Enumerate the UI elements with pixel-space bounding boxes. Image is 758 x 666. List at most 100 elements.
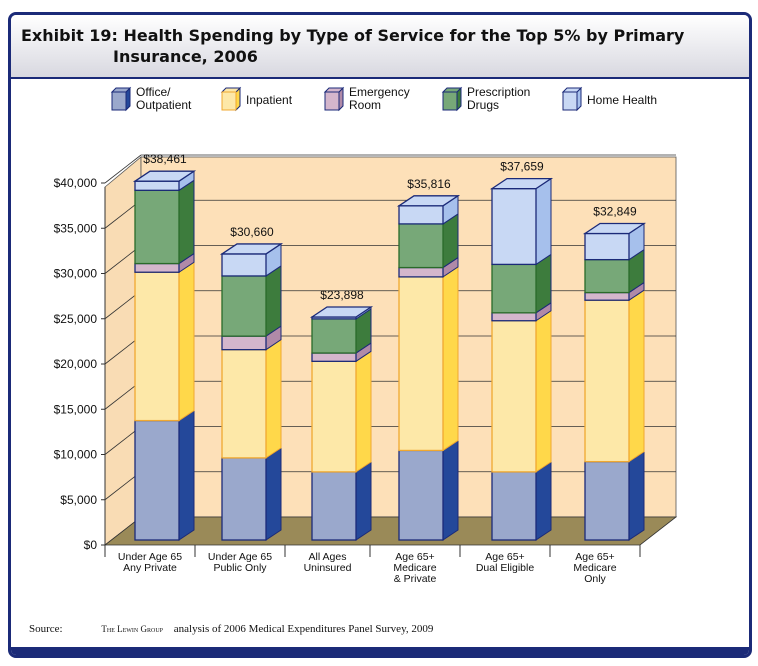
bar-side-1 <box>442 265 459 452</box>
legend-swatch-top <box>110 87 132 93</box>
bar-segment <box>398 223 444 269</box>
y-tick-label: $15,000 <box>54 402 98 416</box>
bar-segment <box>134 262 180 273</box>
bar-side-0 <box>535 460 552 541</box>
stacked-bar-chart: $0 $5,000 $10,000 $15,000 $20,000 $25,000 $30,… <box>54 85 678 585</box>
bar-total-label: $35,816 <box>407 177 451 191</box>
bar-side-1 <box>265 338 282 459</box>
gridline-diagonal <box>104 154 142 184</box>
bar-top <box>489 177 554 190</box>
x-tick-label: Dual Eligible <box>476 562 535 574</box>
bar-side-4 <box>535 177 552 266</box>
title-line-1: Exhibit 19: Health Spending by Type of S… <box>21 26 685 45</box>
y-tick-label: $5,000 <box>60 493 97 507</box>
bar-segment <box>398 276 444 452</box>
legend-label: Drugs <box>467 98 499 112</box>
x-tick-label: Uninsured <box>304 562 352 574</box>
bar-side-3 <box>178 179 195 265</box>
bar-segment <box>134 189 180 265</box>
bar-segment <box>311 471 357 541</box>
bar-side-3 <box>265 265 282 338</box>
bar-segment <box>398 266 444 278</box>
bar-side-0 <box>442 439 459 541</box>
bar-segment <box>398 449 444 541</box>
y-tick-label: $25,000 <box>54 312 98 326</box>
bar-segment <box>584 258 630 294</box>
bar-side-1 <box>628 289 645 463</box>
legend-swatch <box>221 91 237 111</box>
x-tick-label: All Ages <box>309 551 347 563</box>
bar-segment <box>134 271 180 422</box>
source-label: Source: <box>29 623 63 635</box>
x-tick-label: Age 65+ <box>485 551 524 563</box>
bar-segment <box>584 299 630 463</box>
bar-side-0 <box>355 460 372 541</box>
x-tick-label: Under Age 65 <box>118 551 182 563</box>
bar-total-label: $32,849 <box>593 205 637 219</box>
lewin-logo: The Lewin Group <box>101 624 164 634</box>
bar-total-label: $30,660 <box>230 225 274 239</box>
bar-segment <box>221 275 267 337</box>
bar-segment <box>491 471 537 541</box>
x-tick-label: & Private <box>394 573 437 585</box>
legend-swatch <box>442 91 458 111</box>
bar-side-0 <box>628 450 645 541</box>
bar-segment <box>311 318 357 354</box>
legend-label: Room <box>349 98 381 112</box>
x-tick-label: Only <box>584 573 606 585</box>
bar-segment <box>311 360 357 473</box>
legend-label: Office/ <box>136 85 171 99</box>
legend-swatch-top <box>561 87 583 93</box>
title-line-2: Insurance, 2006 <box>113 47 258 66</box>
chart-title: Exhibit 19: Health Spending by Type of S… <box>21 25 684 67</box>
legend-label: Prescription <box>467 85 530 99</box>
bar-segment <box>221 335 267 351</box>
bar-segment <box>221 253 267 277</box>
y-tick-label: $0 <box>84 538 98 552</box>
legend-label: Inpatient <box>246 93 293 107</box>
bar-top <box>396 195 461 207</box>
bar-top <box>582 222 647 235</box>
x-tick-label: Age 65+ <box>395 551 434 563</box>
bar-side-0 <box>265 446 282 541</box>
bar-segment <box>584 460 630 541</box>
legend-swatch-top <box>220 87 242 93</box>
bar-side-1 <box>535 309 552 473</box>
bar-total-label: $38,461 <box>143 152 187 166</box>
bar-top <box>309 306 374 318</box>
x-tick-label: Under Age 65 <box>208 551 272 563</box>
bar-side-1 <box>178 261 195 422</box>
bar-total-label: $23,898 <box>320 288 364 302</box>
source-text: analysis of 2006 Medical Expenditures Pa… <box>173 623 434 635</box>
bar-top <box>219 243 284 255</box>
legend-label: Home Health <box>587 93 657 107</box>
bar-segment <box>491 187 537 266</box>
bar-segment <box>584 291 630 301</box>
bar-total-label: $37,659 <box>500 160 544 174</box>
y-tick-label: $40,000 <box>54 176 98 190</box>
bar-segment <box>134 180 180 191</box>
legend-swatch <box>324 91 340 111</box>
bar-segment <box>491 320 537 473</box>
y-tick-label: $20,000 <box>54 357 98 371</box>
bar-side-0 <box>178 409 195 541</box>
bar-segment <box>398 205 444 225</box>
bar-top <box>132 170 197 182</box>
bar-segment <box>221 457 267 541</box>
bar-segment <box>311 352 357 362</box>
bar-segment <box>491 312 537 322</box>
bar-segment <box>134 419 180 541</box>
source-note: Source: The Lewin Group analysis of 2006… <box>29 623 433 635</box>
y-tick-label: $30,000 <box>54 267 98 281</box>
bar-segment <box>491 263 537 314</box>
header: Exhibit 19: Health Spending by Type of S… <box>11 15 749 79</box>
legend-label: Outpatient <box>136 98 192 112</box>
legend-label: Emergency <box>349 85 410 99</box>
x-tick-label: Medicare <box>393 562 436 574</box>
x-tick-label: Medicare <box>573 562 616 574</box>
legend-swatch <box>562 91 578 111</box>
x-tick-label: Age 65+ <box>575 551 614 563</box>
bar-segment <box>584 232 630 261</box>
x-tick-label: Any Private <box>123 562 177 574</box>
legend-swatch <box>111 91 127 111</box>
